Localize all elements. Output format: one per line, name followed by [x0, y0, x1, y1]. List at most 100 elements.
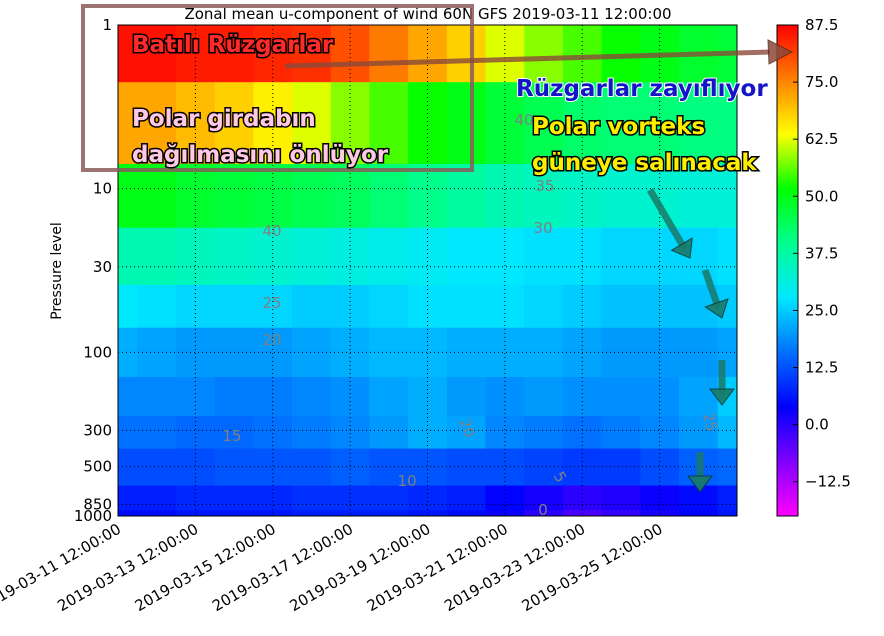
cell [408, 284, 448, 329]
cell [446, 284, 487, 329]
cell [137, 510, 177, 517]
y-axis-label: Pressure level [49, 222, 65, 320]
cell [446, 448, 487, 487]
cell [446, 416, 487, 450]
cell [717, 82, 738, 165]
arrow-head [767, 39, 794, 65]
x-tick-label: 2019-03-25 12:00:00 [519, 520, 666, 615]
cell [118, 416, 138, 450]
colorbar-tick-label: 50.0 [805, 187, 838, 205]
cell [717, 510, 738, 517]
y-tick-label: 30 [93, 258, 112, 276]
cell [640, 416, 680, 450]
annotation: dağılmasını önlüyor [132, 142, 389, 168]
cell [640, 82, 680, 165]
cell [408, 376, 448, 417]
cell [118, 376, 138, 417]
contour-label: 40 [262, 222, 281, 240]
contour-label: 20 [455, 416, 478, 440]
arrow-head [687, 475, 713, 493]
cell [176, 284, 216, 329]
cell [601, 510, 641, 517]
colorbar-tick-label: 87.5 [805, 16, 838, 34]
annotation: Polar girdabın [132, 106, 316, 132]
cell [118, 284, 138, 329]
cell [446, 485, 487, 511]
cell [485, 82, 525, 165]
x-tick-label: 2019-03-15 12:00:00 [132, 520, 279, 615]
cell [640, 448, 680, 487]
cell [137, 25, 177, 83]
y-tick-label: 850 [83, 495, 112, 513]
cell [678, 416, 719, 450]
contour-label: 20 [262, 331, 281, 349]
cell [562, 448, 603, 487]
cell [640, 284, 680, 329]
cell [176, 376, 216, 417]
colorbar-tick-label: 75.0 [805, 73, 838, 91]
cell [137, 82, 177, 165]
cell [118, 164, 138, 229]
annotation: güneye salınacak [532, 150, 757, 176]
cell [253, 448, 293, 487]
y-tick-label: 1000 [74, 507, 112, 525]
contour-label: 40 [514, 111, 533, 129]
contour-label: 10 [397, 472, 416, 490]
arrow-line [701, 268, 722, 310]
cell [678, 82, 719, 165]
cell [369, 164, 409, 229]
cell [485, 448, 525, 487]
cell [408, 227, 448, 286]
cell [601, 164, 641, 229]
cell [485, 376, 525, 417]
x-tick-label: 2019-03-17 12:00:00 [209, 520, 356, 615]
annotation: Rüzgarlar zayıflıyor [516, 76, 768, 102]
contour-label: 25 [262, 294, 281, 312]
cell [446, 227, 487, 286]
contour-label: 35 [535, 177, 554, 195]
cell [369, 416, 409, 450]
cell [562, 376, 603, 417]
arrow-head [670, 237, 693, 259]
colorbar [776, 24, 799, 517]
annotation: Batılı Rüzgarlar [132, 32, 334, 58]
cell [176, 227, 216, 286]
cell [118, 485, 138, 511]
colorbar-tick-label: 0.0 [805, 416, 829, 434]
cell [601, 227, 641, 286]
cell [678, 510, 719, 517]
cell [369, 25, 409, 83]
x-tick-label: 2019-03-13 12:00:00 [54, 520, 201, 615]
cell [214, 227, 254, 286]
cell [214, 448, 254, 487]
cell [446, 510, 487, 517]
cell [118, 327, 138, 378]
cell [678, 164, 719, 229]
cell [369, 284, 409, 329]
cell [717, 448, 738, 487]
cell [137, 416, 177, 450]
cell [330, 284, 370, 329]
cell [524, 227, 564, 286]
cell [292, 164, 332, 229]
cell [369, 485, 409, 511]
cell [562, 284, 603, 329]
y-tick-label: 10 [93, 180, 112, 198]
cell [214, 376, 254, 417]
cell [524, 164, 564, 229]
cell [137, 376, 177, 417]
cell [176, 82, 216, 165]
cell [601, 448, 641, 487]
y-tick-label: 500 [83, 458, 112, 476]
cell [524, 416, 564, 450]
cell [485, 416, 525, 450]
arrow-line [646, 188, 688, 252]
cell [253, 82, 293, 165]
cell [601, 416, 641, 450]
annotation: Polar vorteks [532, 114, 705, 140]
cell [118, 448, 138, 487]
cell [717, 485, 738, 511]
contour-label: 25 [699, 410, 721, 433]
cell [330, 416, 370, 450]
cell [118, 510, 138, 517]
